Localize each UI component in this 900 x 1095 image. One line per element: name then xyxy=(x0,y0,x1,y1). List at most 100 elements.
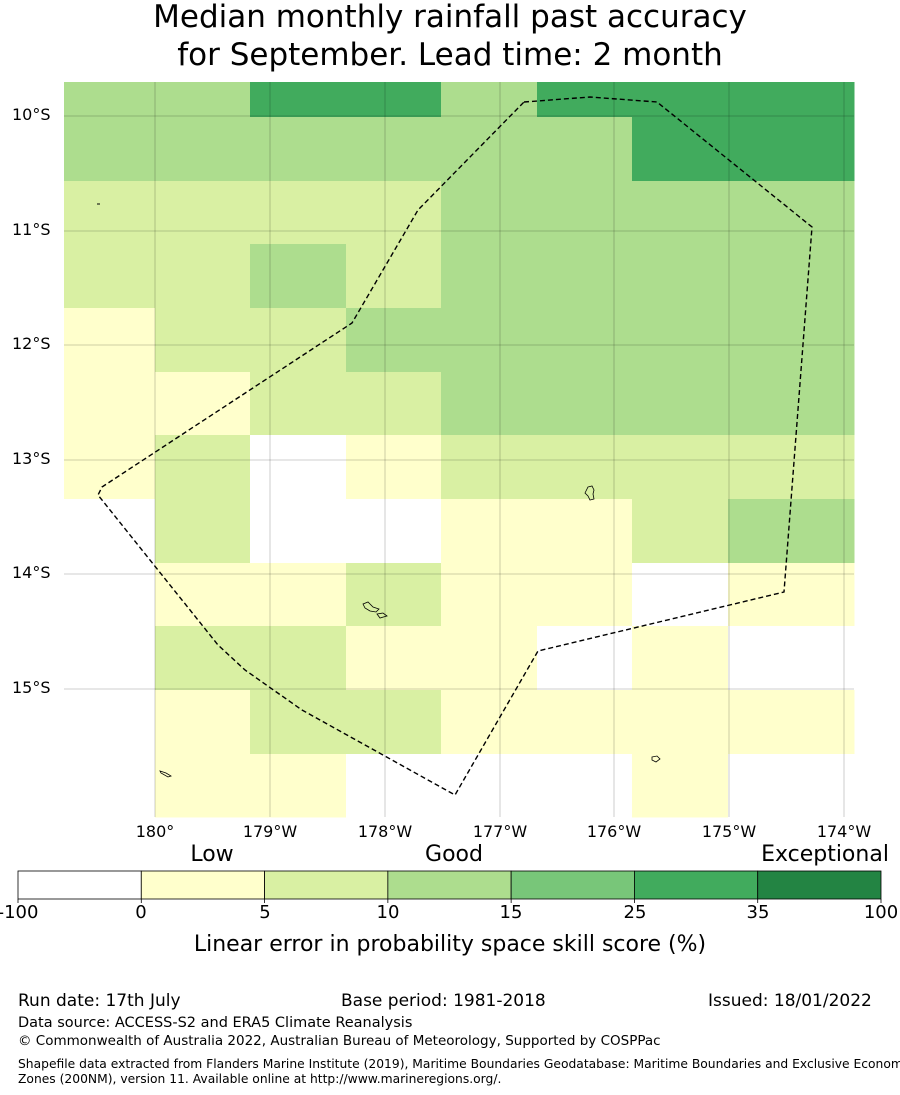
lat-label: 10°S xyxy=(12,105,51,124)
grid-cell xyxy=(728,690,855,755)
map-title-line-1: Median monthly rainfall past accuracy xyxy=(153,0,747,35)
graticule xyxy=(64,82,854,817)
grid-cell xyxy=(155,308,251,373)
lon-label: 176°W xyxy=(586,822,642,841)
grid-cell xyxy=(346,690,442,755)
grid-cell xyxy=(155,499,251,564)
colorbar-caption: Linear error in probability space skill … xyxy=(193,932,707,957)
grid-cell xyxy=(441,244,538,309)
grid-cell xyxy=(64,499,156,564)
grid-cell xyxy=(64,244,156,309)
grid-cell xyxy=(346,181,442,245)
grid-cell xyxy=(728,372,855,436)
grid-cell xyxy=(537,563,633,627)
grid-cell xyxy=(728,82,855,118)
grid-cell xyxy=(632,117,729,182)
colorbar-tick-label: 35 xyxy=(746,902,770,923)
grid-cell xyxy=(441,372,538,436)
grid-cell xyxy=(537,308,633,373)
grid-cell xyxy=(64,435,156,500)
grid-cell xyxy=(441,690,538,755)
grid-cell xyxy=(632,372,729,436)
grid-cell xyxy=(537,372,633,436)
grid-cell xyxy=(632,435,729,500)
grid-cell xyxy=(250,82,347,118)
lon-label: 174°W xyxy=(816,822,872,841)
grid-cell xyxy=(155,117,251,182)
grid-cell xyxy=(537,690,633,755)
category-low: Low xyxy=(190,842,234,867)
grid-cell xyxy=(155,372,251,436)
grid-cell xyxy=(441,181,538,245)
grid-cell xyxy=(632,244,729,309)
island-shape xyxy=(584,485,595,501)
island-shape xyxy=(362,601,380,613)
grid-cell xyxy=(728,626,855,691)
grid-cell xyxy=(250,690,347,755)
colorbar-tick-label: 0 xyxy=(135,902,147,923)
category-good: Good xyxy=(425,842,483,867)
grid-cell xyxy=(632,690,729,755)
lat-label: 12°S xyxy=(12,334,51,353)
colorbar-segment xyxy=(264,870,389,900)
run-date: Run date: 17th July xyxy=(18,991,181,1011)
grid-cell xyxy=(64,563,156,627)
grid-cell xyxy=(537,82,633,118)
grid-cell xyxy=(346,626,442,691)
grid-cell xyxy=(728,244,855,309)
grid-cell xyxy=(441,563,538,627)
grid-cell xyxy=(728,499,855,564)
colorbar-tick-label: -100 xyxy=(0,902,39,923)
colorbar-segment xyxy=(510,870,635,900)
grid-cell xyxy=(346,82,442,118)
grid-cell xyxy=(250,372,347,436)
grid-cell xyxy=(155,563,251,627)
issued-date: Issued: 18/01/2022 xyxy=(708,991,872,1011)
grid-cell xyxy=(155,244,251,309)
map-title-line-2: for September. Lead time: 2 month xyxy=(177,37,723,73)
skill-grid xyxy=(64,82,855,818)
lon-label: 178°W xyxy=(357,822,413,841)
grid-cell xyxy=(346,244,442,309)
grid-cell xyxy=(632,499,729,564)
grid-cell xyxy=(250,626,347,691)
grid-cell xyxy=(64,372,156,436)
grid-cell xyxy=(537,499,633,564)
grid-cell xyxy=(155,626,251,691)
colorbar-segment xyxy=(17,870,142,900)
grid-cell xyxy=(728,117,855,182)
grid-cell xyxy=(441,626,538,691)
grid-cell xyxy=(632,82,729,118)
grid-cell xyxy=(537,754,633,818)
grid-cell xyxy=(441,117,538,182)
colorbar-tick-label: 15 xyxy=(499,902,523,923)
grid-cell xyxy=(346,117,442,182)
grid-cell xyxy=(441,82,538,118)
grid-cell xyxy=(64,117,156,182)
grid-cell xyxy=(537,244,633,309)
grid-cell xyxy=(728,181,855,245)
colorbar-segment xyxy=(757,870,882,900)
grid-cell xyxy=(632,308,729,373)
grid-cell xyxy=(537,626,633,691)
grid-cell xyxy=(155,181,251,245)
grid-cell xyxy=(155,690,251,755)
lat-label: 13°S xyxy=(12,449,51,468)
grid-cell xyxy=(441,499,538,564)
grid-cell xyxy=(250,435,347,500)
grid-cell xyxy=(155,435,251,500)
category-exceptional: Exceptional xyxy=(761,842,889,867)
grid-cell xyxy=(346,308,442,373)
colorbar-tick-label: 25 xyxy=(623,902,647,923)
grid-cell xyxy=(155,754,251,818)
grid-cell xyxy=(250,563,347,627)
lat-label: 15°S xyxy=(12,678,51,697)
colorbar xyxy=(17,870,882,903)
lon-label: 177°W xyxy=(472,822,528,841)
colorbar-tick-label: 10 xyxy=(376,902,400,923)
colorbar-segment xyxy=(634,870,759,900)
colorbar-tick-label: 100 xyxy=(863,902,899,923)
eez-boundary xyxy=(97,96,813,796)
grid-cell xyxy=(346,435,442,500)
grid-cell xyxy=(728,308,855,373)
